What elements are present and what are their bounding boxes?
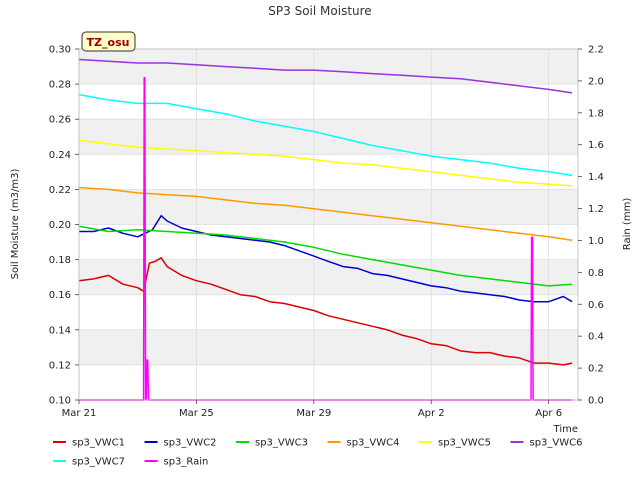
- grid-band: [79, 329, 578, 365]
- y2-tick-label: 0.6: [588, 300, 604, 311]
- legend-label-sp3_Rain: sp3_Rain: [164, 457, 209, 468]
- grid-band: [79, 49, 578, 85]
- axes: 0.10 0.12 0.14 0.16 0.18 0.20 0.22 0.24 0.26 0.28…: [49, 45, 604, 420]
- y-tick-label: 0.30: [49, 45, 71, 56]
- legend-label-sp3_VWC2: sp3_VWC2: [164, 438, 217, 449]
- legend-label-sp3_VWC5: sp3_VWC5: [438, 438, 491, 449]
- y-tick-label: 0.18: [49, 255, 71, 266]
- grid-band: [79, 294, 578, 330]
- y-tick-label: 0.10: [49, 396, 71, 407]
- y-tick-label: 0.14: [49, 325, 71, 336]
- series-line-sp3_VWC4: [78, 186, 573, 242]
- y2-tick-label: 2.2: [588, 45, 604, 56]
- y-tick-label: 0.22: [49, 185, 71, 196]
- legend-label-sp3_VWC7: sp3_VWC7: [72, 457, 125, 468]
- chart-title: SP3 Soil Moisture: [268, 4, 371, 18]
- grid-band: [79, 224, 578, 260]
- y-tick-label: 0.12: [49, 360, 71, 371]
- y2-tick-label: 2.0: [588, 76, 604, 87]
- legend-label-sp3_VWC1: sp3_VWC1: [72, 438, 125, 449]
- y-tick-label: 0.24: [49, 150, 71, 161]
- y-tick-label: 0.28: [49, 80, 71, 91]
- series-line-sp3_Rain: [79, 76, 573, 401]
- grid-band: [79, 189, 578, 225]
- y-tick-label: 0.16: [49, 290, 71, 301]
- legend-label-sp3_VWC3: sp3_VWC3: [255, 438, 308, 449]
- x-tick-label: Apr 2: [418, 408, 445, 419]
- x-tick-label: Apr 6: [535, 408, 562, 419]
- legend-label-sp3_VWC4: sp3_VWC4: [347, 438, 400, 449]
- y2-tick-label: 1.4: [588, 172, 604, 183]
- x-tick-label: Mar 25: [179, 408, 214, 419]
- y2-tick-label: 1.6: [588, 140, 604, 151]
- station-badge: TZ_osu: [81, 31, 136, 52]
- series-line-sp3_VWC1: [78, 257, 573, 366]
- y2-tick-label: 1.2: [588, 204, 604, 215]
- x-axis-title: Time: [553, 424, 578, 435]
- grid-band: [79, 259, 578, 295]
- x-tick-label: Mar 21: [62, 408, 97, 419]
- legend-label-sp3_VWC6: sp3_VWC6: [530, 438, 583, 449]
- grid-band: [79, 84, 578, 120]
- x-tick-label: Mar 29: [296, 408, 331, 419]
- y-axis-title: Soil Moisture (m3/m3): [10, 169, 21, 280]
- grid-band: [79, 119, 578, 155]
- y2-tick-label: 0.4: [588, 332, 604, 343]
- series-line-sp3_VWC6: [78, 58, 573, 94]
- y2-tick-label: 1.0: [588, 236, 604, 247]
- station-badge-label: TZ_osu: [87, 36, 130, 49]
- series-line-sp3_VWC3: [78, 225, 573, 287]
- grid-band: [79, 364, 578, 400]
- legend: sp3_VWC1 sp3_VWC2 sp3_VWC3 sp3_VWC4 sp3_VWC5…: [53, 438, 583, 468]
- series-line-sp3_VWC7: [78, 93, 573, 177]
- y2-tick-label: 0.2: [588, 364, 604, 375]
- y2-tick-label: 0.8: [588, 268, 604, 279]
- y2-tick-label: 1.8: [588, 108, 604, 119]
- series-line-sp3_VWC5: [78, 139, 573, 187]
- y2-axis-title: Rain (mm): [622, 198, 633, 251]
- y-tick-label: 0.20: [49, 220, 71, 231]
- series-line-sp3_VWC2: [79, 214, 573, 303]
- grid-band: [79, 154, 578, 190]
- plot-background: [79, 49, 578, 400]
- y2-tick-label: 0.0: [588, 396, 604, 407]
- y-tick-label: 0.26: [49, 115, 71, 126]
- series-layer: [78, 58, 573, 401]
